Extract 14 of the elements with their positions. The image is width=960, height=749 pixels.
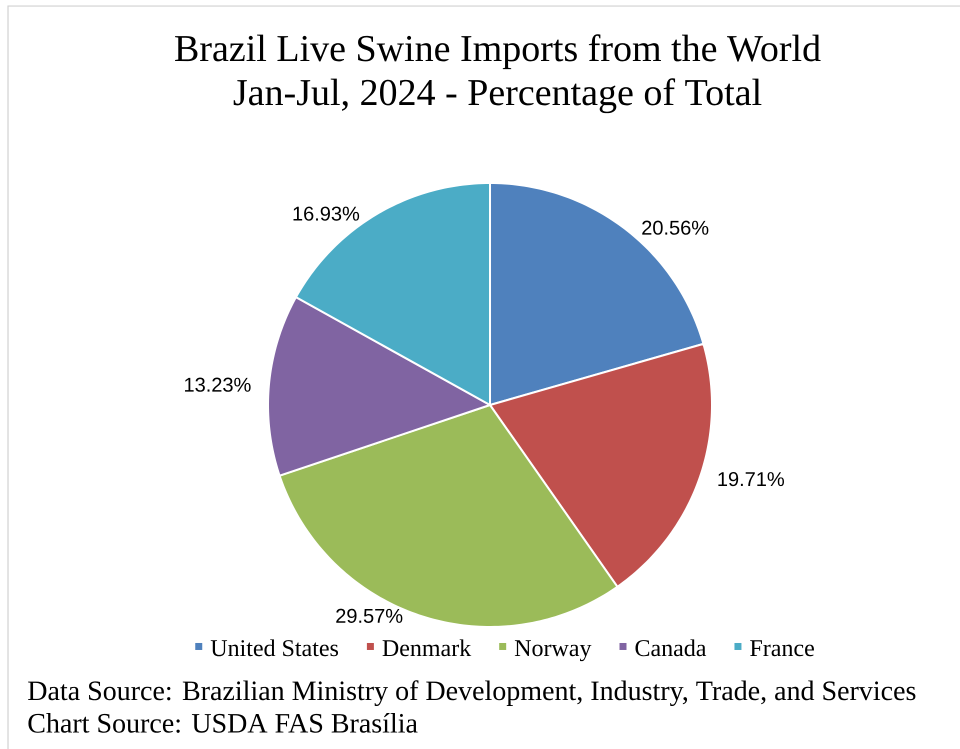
legend-label: United States (210, 639, 338, 656)
data-label: 19.71% (718, 472, 784, 486)
data-label: 20.56% (642, 220, 708, 235)
legend-label: France (750, 640, 814, 656)
data-label: 13.23% (185, 378, 251, 392)
data-label: 16.93% (294, 206, 360, 221)
source-note: Data Source: Brazilian Ministry of Development, Industry, Trade, and Services (28, 680, 916, 706)
chart-title: Brazil Live Swine Imports from the World (175, 34, 821, 70)
data-label: 29.57% (336, 608, 402, 623)
legend-label: Norway (514, 640, 592, 662)
legend-label: Canada (635, 639, 706, 656)
text: Chart Source: USDA FAS Brasília (28, 713, 418, 733)
legend-label: Denmark (382, 639, 472, 656)
chart-subtitle: Jan-Jul, 2024 - Percentage of Total (234, 78, 762, 114)
